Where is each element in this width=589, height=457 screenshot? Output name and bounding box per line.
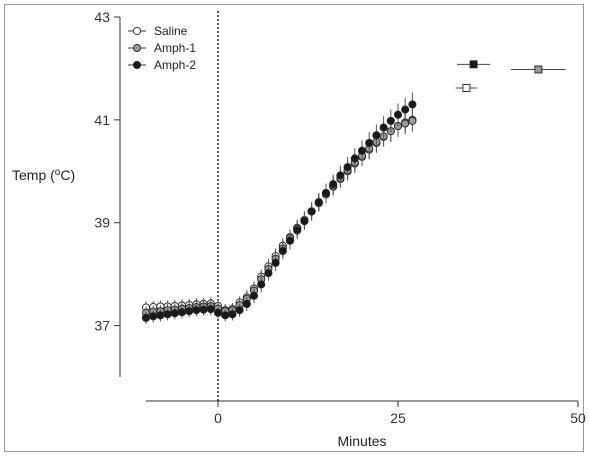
- data-point: [257, 280, 266, 289]
- data-point: [264, 269, 273, 278]
- data-point: [235, 306, 244, 315]
- legend-item-saline: Saline: [128, 24, 188, 38]
- data-point: [314, 198, 323, 207]
- data-point: [249, 291, 259, 300]
- endpoint-marker: [462, 84, 471, 92]
- y-tick-label: 43: [94, 9, 110, 25]
- data-point: [242, 299, 251, 309]
- series-amph-1: [141, 110, 417, 319]
- y-axis-label-main: Temp (: [12, 167, 55, 183]
- x-tick-label: 25: [390, 410, 406, 426]
- y-tick-label: 37: [94, 318, 110, 334]
- legend-label: Saline: [154, 24, 188, 38]
- data-point: [300, 217, 309, 226]
- data-point: [307, 207, 316, 216]
- endpoint-marker: [469, 60, 478, 69]
- data-point: [365, 138, 374, 148]
- data-point: [329, 180, 338, 189]
- data-point: [278, 246, 287, 256]
- legend-marker: [132, 60, 142, 70]
- chart-frame: [4, 4, 584, 452]
- data-point: [393, 110, 403, 119]
- data-point: [199, 305, 208, 314]
- data-point: [408, 100, 417, 109]
- y-axis-label-sup: o: [55, 167, 61, 178]
- data-point: [343, 163, 352, 172]
- x-tick-label: 0: [214, 410, 222, 426]
- endpoint-amph-2: [457, 60, 491, 69]
- data-point: [386, 116, 395, 125]
- data-point: [285, 236, 295, 245]
- legend: Saline Amph-1 Amph-2: [128, 24, 196, 72]
- data-point: [192, 306, 201, 315]
- y-tick-label: 39: [94, 215, 110, 231]
- data-point: [156, 311, 165, 320]
- data-point: [185, 307, 194, 316]
- data-point: [372, 131, 381, 140]
- data-point: [170, 309, 179, 318]
- data-point: [141, 313, 151, 322]
- endpoint-marker: [534, 65, 543, 74]
- series-amph-2: [141, 92, 417, 325]
- data-point: [401, 105, 410, 114]
- data-point: [321, 188, 331, 197]
- data-point: [408, 116, 417, 125]
- legend-label: Amph-1: [154, 41, 196, 55]
- data-point: [357, 146, 367, 155]
- data-point: [336, 171, 345, 180]
- legend-marker: [132, 43, 142, 53]
- data-point: [149, 312, 158, 321]
- legend-item-amph-2: Amph-2: [128, 58, 196, 72]
- legend-marker: [132, 26, 142, 36]
- data-point: [177, 308, 187, 317]
- data-point: [293, 226, 302, 235]
- data-point: [271, 258, 280, 267]
- data-point: [163, 310, 172, 319]
- data-point: [221, 311, 230, 320]
- legend-label: Amph-2: [154, 58, 196, 72]
- y-axis-label-end: C): [60, 167, 75, 183]
- x-tick-label: 50: [570, 410, 586, 426]
- data-point: [228, 310, 237, 319]
- data-point: [213, 308, 223, 317]
- y-axis-label: Temp (oC): [12, 167, 75, 184]
- endpoint-layer: [455, 60, 566, 92]
- endpoint-saline: [455, 84, 478, 92]
- data-point: [350, 154, 359, 163]
- y-tick-label: 41: [94, 112, 110, 128]
- data-point: [379, 123, 388, 132]
- data-point: [206, 305, 215, 314]
- series-layer: [141, 92, 417, 325]
- legend-item-amph-1: Amph-1: [128, 41, 196, 55]
- x-axis-label: Minutes: [337, 433, 386, 449]
- endpoint-amph-1: [511, 65, 566, 74]
